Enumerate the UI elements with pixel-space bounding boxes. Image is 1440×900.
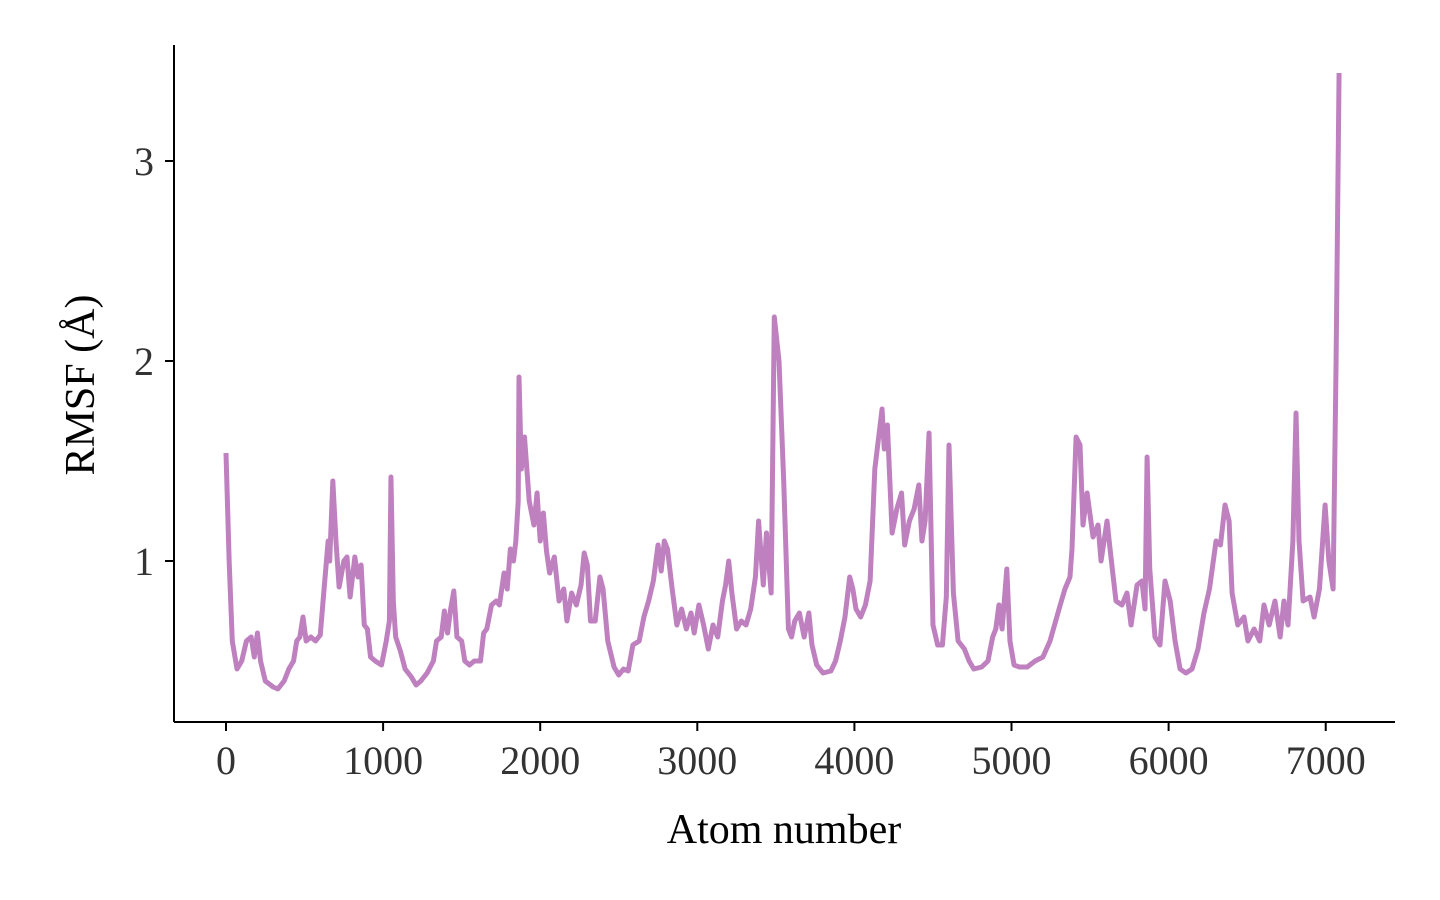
x-tick-label: 7000	[1286, 738, 1366, 783]
x-tick-label: 1000	[343, 738, 423, 783]
y-tick-label: 3	[134, 139, 154, 184]
x-tick-label: 2000	[500, 738, 580, 783]
x-tick-label: 4000	[814, 738, 894, 783]
x-tick-label: 0	[216, 738, 236, 783]
y-axis-label: RMSF (Å)	[58, 295, 104, 476]
x-axis-label: Atom number	[667, 807, 901, 853]
rmsf-line	[223, 72, 1342, 692]
x-tick-label: 6000	[1129, 738, 1209, 783]
x-tick-label: 3000	[657, 738, 737, 783]
y-tick-label: 1	[134, 539, 154, 584]
y-tick-label: 2	[134, 339, 154, 384]
x-tick-label: 5000	[972, 738, 1052, 783]
